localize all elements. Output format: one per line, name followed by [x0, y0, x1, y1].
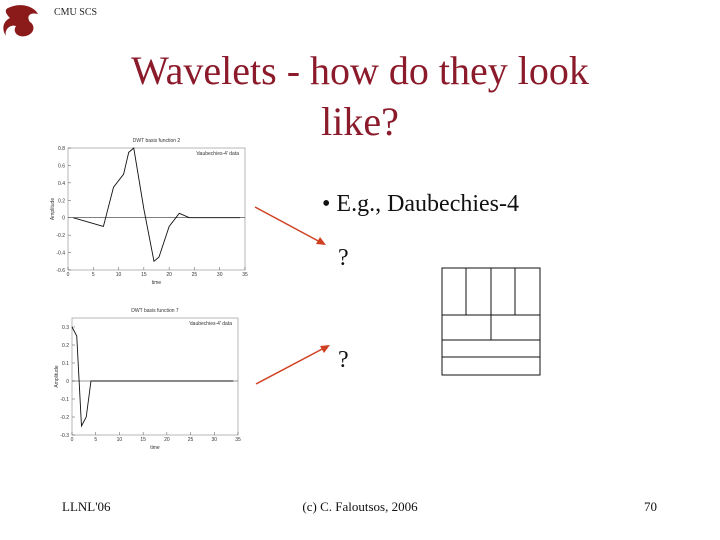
question: ?: [338, 347, 349, 373]
footer-left: LLNL'06: [62, 499, 111, 514]
x-tick-label: 0: [71, 437, 74, 443]
figure-title: DWT basis function 7: [131, 308, 179, 314]
y-tick-label: -0.6: [56, 268, 65, 274]
org-label: CMU SCS: [54, 7, 97, 18]
x-tick-label: 15: [141, 272, 147, 278]
y-tick-label: 0.8: [58, 146, 65, 152]
x-tick-label: 5: [94, 437, 97, 443]
y-axis-label: Amplitude: [50, 198, 56, 220]
title-line: Wavelets - how do they look: [131, 48, 589, 93]
y-axis-label: Amplitude: [54, 365, 60, 387]
footer-center: (c) C. Faloutsos, 2006: [302, 499, 418, 514]
y-tick-label: 0: [66, 379, 69, 385]
x-tick-label: 5: [92, 272, 95, 278]
arrows: [254, 206, 330, 385]
x-tick-label: 25: [192, 272, 198, 278]
figure-title: DWT basis function 2: [133, 138, 181, 144]
x-tick-label: 10: [116, 272, 122, 278]
y-tick-label: -0.3: [60, 433, 69, 439]
plot-frame: [67, 147, 246, 271]
x-tick-label: 35: [235, 437, 241, 443]
figure-legend: 'daubechies-4' data: [189, 321, 232, 327]
plot-frame: [71, 317, 239, 436]
title-line: like?: [321, 99, 399, 144]
y-tick-label: 0.4: [58, 181, 65, 187]
y-tick-label: -0.2: [56, 233, 65, 239]
footer-right: 70: [644, 499, 657, 514]
x-tick-label: 20: [166, 272, 172, 278]
x-tick-label: 30: [217, 272, 223, 278]
y-tick-label: 0.3: [62, 325, 69, 331]
y-tick-label: 0.2: [62, 343, 69, 349]
x-tick-label: 15: [140, 437, 146, 443]
y-tick-label: -0.1: [60, 397, 69, 403]
x-tick-label: 35: [242, 272, 248, 278]
x-tick-label: 20: [164, 437, 170, 443]
y-tick-label: 0.2: [58, 198, 65, 204]
tiling-diagram: [441, 267, 541, 376]
x-tick-label: 25: [188, 437, 194, 443]
y-tick-label: -0.2: [60, 415, 69, 421]
x-tick-label: 10: [117, 437, 123, 443]
x-tick-label: 30: [212, 437, 218, 443]
y-tick-label: 0: [62, 216, 65, 222]
y-tick-label: -0.4: [56, 251, 65, 257]
question: ?: [338, 245, 349, 271]
signal-line: [71, 326, 234, 428]
y-tick-label: 0.6: [58, 163, 65, 169]
x-axis-label: time: [152, 280, 162, 286]
logo: [3, 5, 39, 37]
y-tick-label: 0.1: [62, 361, 69, 367]
x-tick-label: 0: [67, 272, 70, 278]
x-axis-label: time: [150, 445, 160, 451]
signal-line: [72, 147, 240, 263]
bullet: • E.g., Daubechies-4: [322, 191, 519, 217]
figure-legend: 'daubechies-4' data: [196, 151, 239, 157]
